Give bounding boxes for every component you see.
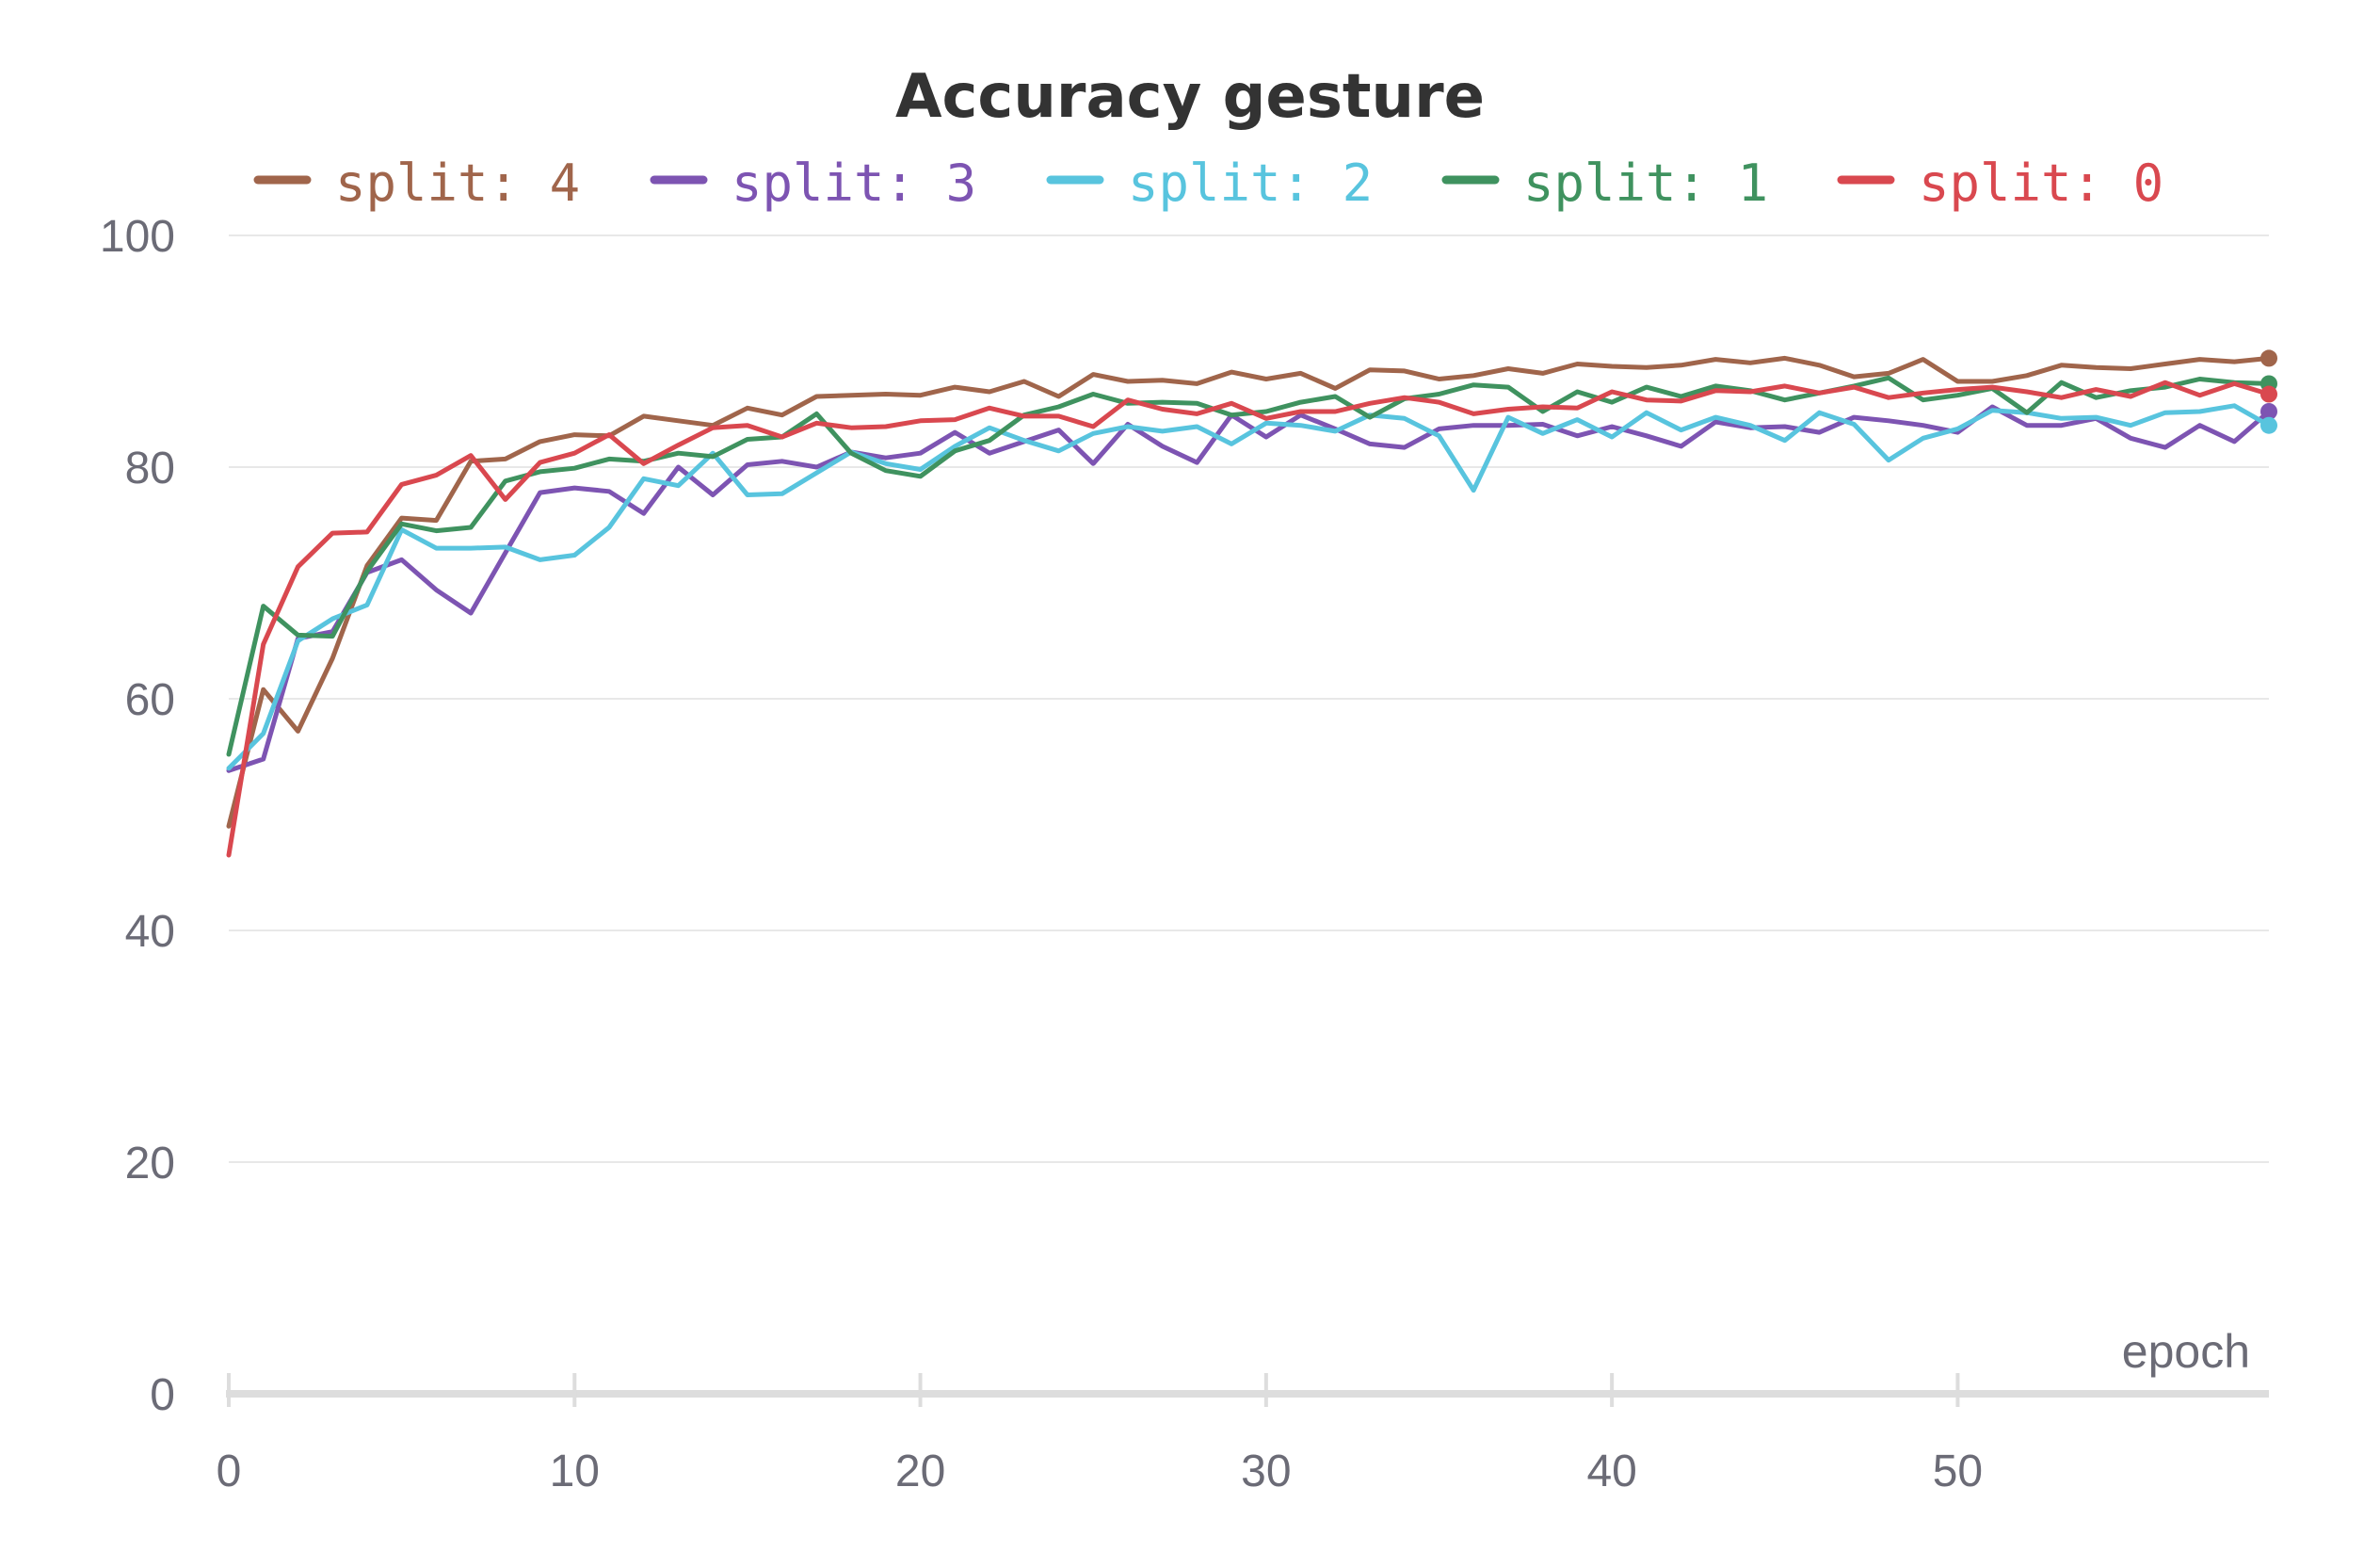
series-lines	[226, 349, 2277, 858]
series-line-1	[226, 404, 2272, 773]
legend-label-1: split: 3	[732, 154, 976, 213]
x-tick-label-30: 30	[1241, 1447, 1291, 1496]
series-end-marker-4	[2260, 385, 2277, 403]
series-end-marker-2	[2260, 416, 2277, 434]
x-tick-label-40: 40	[1586, 1447, 1636, 1496]
y-axis: 0 20 40 60 80 100	[100, 212, 175, 1420]
legend-label-3: split: 1	[1523, 154, 1768, 213]
legend-label-2: split: 2	[1128, 154, 1373, 213]
y-tick-label-20: 20	[125, 1139, 175, 1188]
y-tick-label-60: 60	[125, 675, 175, 725]
x-tick-label-50: 50	[1933, 1447, 1983, 1496]
y-tick-label-80: 80	[125, 444, 175, 493]
series-line-0	[226, 355, 2272, 829]
legend: split: 4 split: 3 split: 2 split: 1 split: 0	[253, 154, 2163, 213]
y-tick-label-100: 100	[100, 212, 175, 262]
x-tick-label-10: 10	[550, 1447, 600, 1496]
series-line-4	[226, 380, 2272, 858]
x-tick-label-20: 20	[895, 1447, 945, 1496]
x-axis: 0 10 20 30 40 50	[217, 1373, 2269, 1496]
x-tick-label-0: 0	[217, 1447, 242, 1496]
series-end-marker-0	[2260, 349, 2277, 367]
y-tick-label-0: 0	[150, 1370, 175, 1420]
chart-title: Accuracy gesture	[895, 62, 1485, 132]
x-axis-title: epoch	[2122, 1325, 2250, 1378]
series-end-marker-1	[2260, 402, 2277, 420]
legend-label-4: split: 0	[1919, 154, 2163, 213]
y-tick-label-40: 40	[125, 907, 175, 957]
legend-label-0: split: 4	[335, 154, 580, 213]
grid	[229, 234, 2269, 1163]
series-line-2	[226, 403, 2272, 771]
